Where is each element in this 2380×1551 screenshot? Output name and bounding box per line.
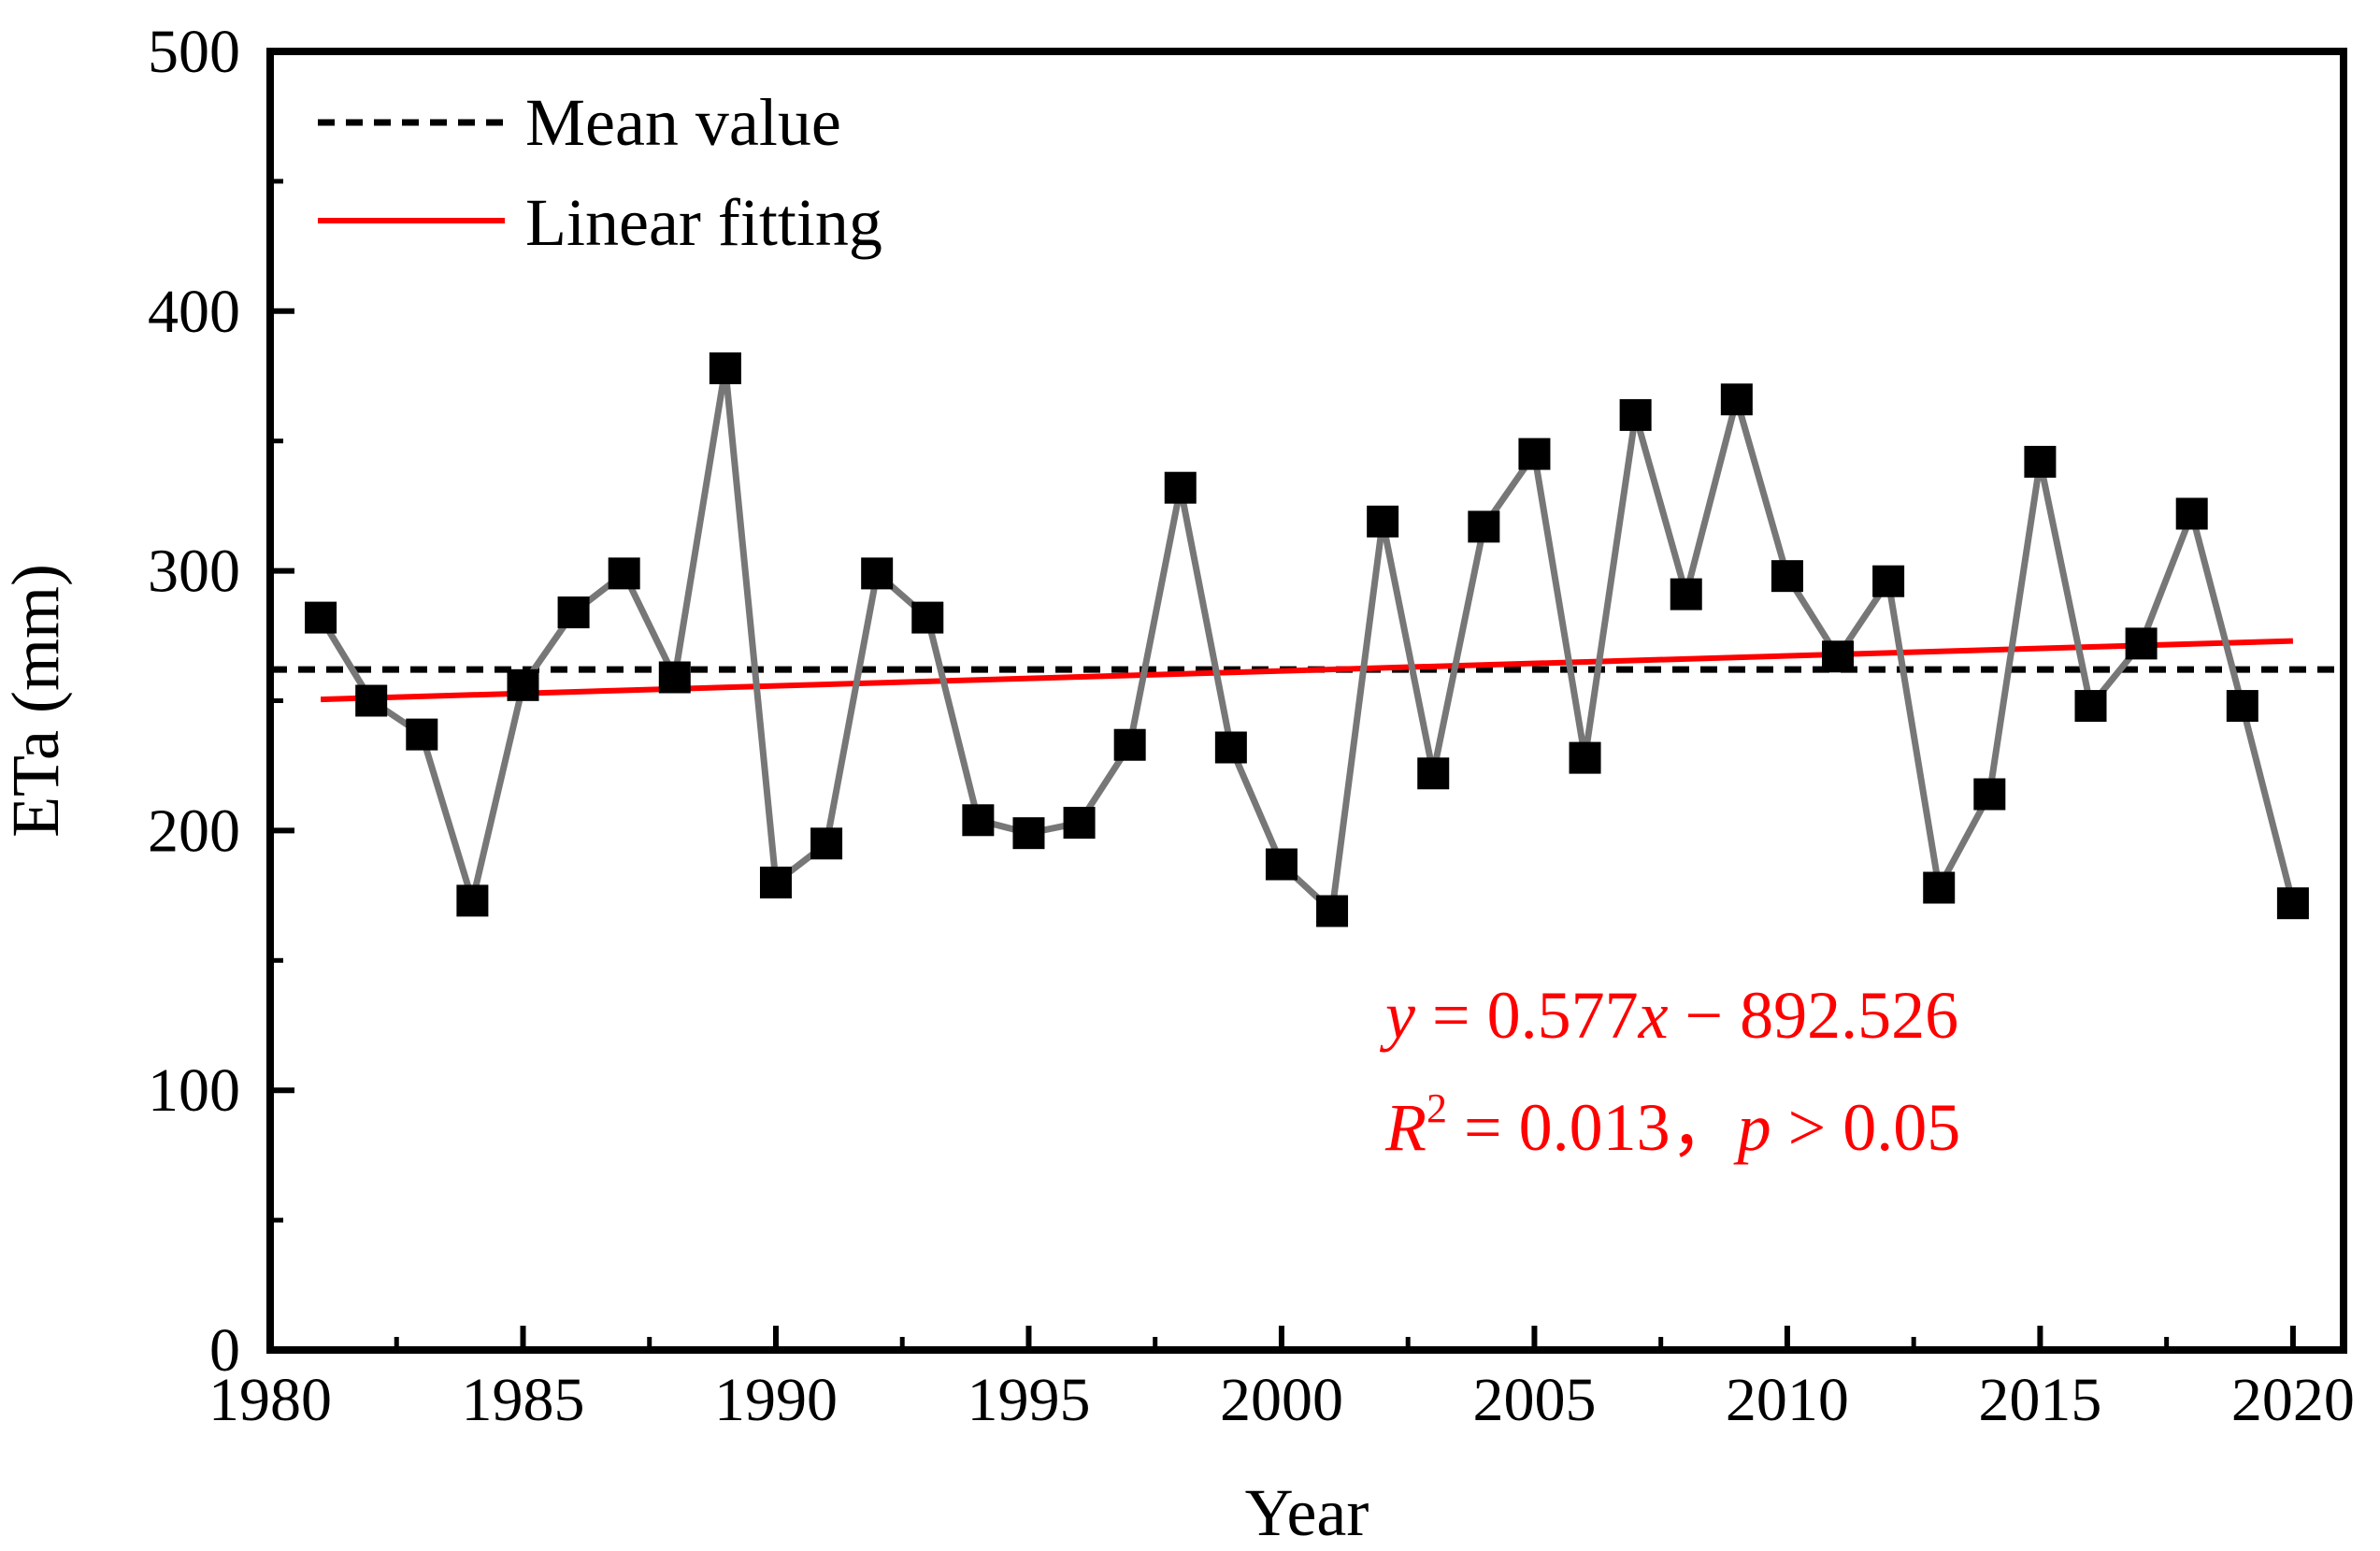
data-point	[1771, 560, 1803, 593]
data-point	[1619, 398, 1652, 431]
data-point	[1822, 640, 1855, 673]
y-tick-label: 100	[148, 1056, 240, 1125]
eq-y-var: y	[1379, 978, 1415, 1053]
data-point	[1973, 778, 2006, 811]
data-point	[557, 596, 590, 629]
data-point	[1113, 728, 1146, 761]
data-point	[1367, 505, 1399, 538]
regression-stats: R2 = 0.013，p > 0.05	[1384, 1085, 1960, 1165]
regression-equation: y = 0.577x − 892.526	[1379, 978, 1958, 1053]
legend-mean-label: Mean value	[525, 85, 841, 160]
y-axis-title: ETa (mm)	[0, 564, 73, 838]
data-point	[2125, 627, 2158, 660]
data-point	[810, 827, 843, 860]
legend: Mean value Linear fitting	[318, 85, 882, 260]
y-tick-label: 500	[148, 18, 240, 86]
data-point	[1417, 757, 1450, 790]
data-point	[1518, 438, 1551, 470]
data-point	[1872, 565, 1905, 597]
tick-labels: 1980 1985 1990 1995 2000 2005 2010 2015 20200100…	[148, 18, 2355, 1434]
data-point	[1316, 895, 1349, 927]
data-point	[406, 718, 438, 751]
data-point	[861, 557, 894, 590]
x-tick-label: 1985	[461, 1366, 584, 1434]
eq-p-var: p	[1733, 1090, 1771, 1165]
regression-annotation: y = 0.577x − 892.526 R2 = 0.013，p > 0.05	[1379, 978, 1960, 1165]
data-point	[1923, 871, 1956, 904]
data-point	[1468, 510, 1500, 543]
x-axis-title: Year	[1245, 1475, 1369, 1550]
data-point	[759, 866, 792, 898]
data-point	[1265, 848, 1298, 881]
eq-slope: = 0.577	[1415, 978, 1639, 1053]
x-tick-label: 1990	[714, 1366, 838, 1434]
data-point	[962, 804, 995, 837]
eta-series-line	[318, 365, 2297, 914]
x-tick-label: 2005	[1472, 1366, 1596, 1434]
linear-fit-line	[321, 638, 2293, 703]
data-point	[305, 601, 337, 634]
data-point	[2074, 690, 2107, 723]
data-point	[2024, 445, 2057, 478]
data-point	[1012, 817, 1045, 850]
y-tick-label: 300	[148, 538, 240, 606]
x-tick-label: 2015	[1978, 1366, 2101, 1434]
x-tick-label: 1995	[967, 1366, 1090, 1434]
data-point	[355, 684, 388, 717]
data-point	[2226, 690, 2258, 723]
data-point	[709, 352, 741, 384]
data-point	[2276, 887, 2309, 920]
data-point	[1164, 471, 1197, 504]
axis-ticks	[267, 49, 2296, 1353]
y-tick-label: 200	[148, 797, 240, 865]
data-point	[1670, 578, 1702, 610]
x-tick-label: 2010	[1726, 1366, 1849, 1434]
data-point	[1720, 383, 1753, 416]
data-point	[608, 557, 640, 590]
y-tick-label: 400	[148, 278, 240, 346]
reference-lines	[270, 638, 2344, 703]
data-point	[1214, 731, 1247, 764]
eq-x-var: x	[1638, 978, 1669, 1053]
data-point	[507, 668, 539, 701]
eq-p-value: > 0.05	[1771, 1090, 1961, 1165]
marker-layer	[305, 352, 2309, 927]
data-point	[911, 601, 944, 634]
data-point	[658, 661, 691, 694]
eq-intercept: − 892.526	[1669, 978, 1959, 1053]
data-point	[2175, 497, 2208, 530]
x-tick-label: 2020	[2231, 1366, 2355, 1434]
data-point	[456, 884, 489, 917]
eq-r2-value: = 0.013，	[1447, 1090, 1738, 1165]
eq-r-var: R	[1384, 1090, 1427, 1165]
data-point	[1063, 807, 1096, 840]
series-layer	[318, 365, 2297, 914]
eq-r-superscript: 2	[1427, 1085, 1447, 1131]
legend-fit-label: Linear fitting	[525, 185, 882, 260]
x-tick-label: 2000	[1220, 1366, 1343, 1434]
data-point	[1569, 741, 1601, 774]
y-tick-label: 0	[209, 1316, 240, 1385]
x-tick-label: 1980	[208, 1366, 332, 1434]
